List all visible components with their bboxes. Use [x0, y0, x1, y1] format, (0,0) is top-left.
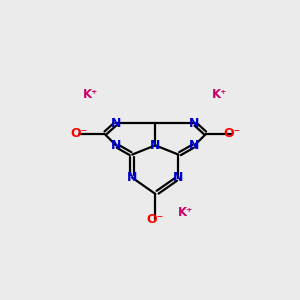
Text: O⁻: O⁻ — [223, 127, 240, 140]
Text: N: N — [150, 139, 160, 152]
Text: N: N — [189, 117, 200, 130]
Text: N: N — [127, 171, 137, 184]
Text: K⁺: K⁺ — [83, 88, 98, 101]
Text: O⁻: O⁻ — [70, 127, 88, 140]
Text: N: N — [111, 139, 121, 152]
Text: O⁻: O⁻ — [147, 213, 164, 226]
Text: K⁺: K⁺ — [212, 88, 228, 101]
Text: N: N — [173, 171, 184, 184]
Text: N: N — [111, 117, 121, 130]
Text: N: N — [189, 139, 200, 152]
Text: K⁺: K⁺ — [178, 206, 193, 219]
